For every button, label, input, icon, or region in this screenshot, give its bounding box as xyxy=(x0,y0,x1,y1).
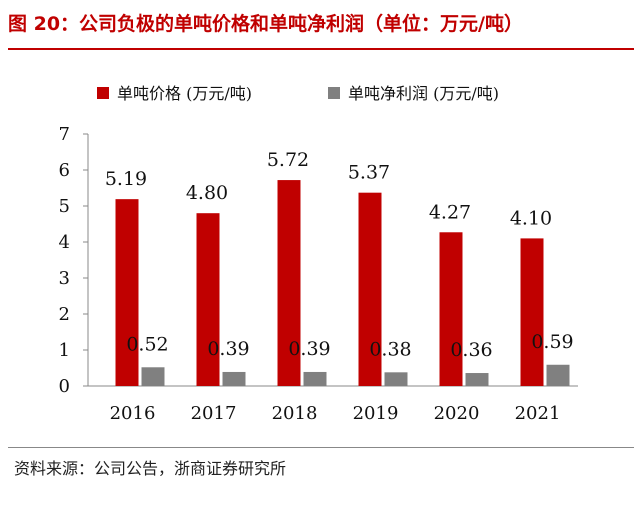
price-data-label: 5.37 xyxy=(348,162,390,184)
x-tick-label: 2017 xyxy=(191,403,237,424)
price-data-label: 5.72 xyxy=(267,149,309,171)
figure-title: 图 20：公司负极的单吨价格和单吨净利润（单位：万元/吨） xyxy=(8,13,523,35)
profit-bar xyxy=(546,364,570,386)
price-data-label: 4.27 xyxy=(429,201,471,223)
y-tick-label: 7 xyxy=(59,124,70,145)
profit-data-label: 0.52 xyxy=(126,333,168,355)
y-tick-label: 0 xyxy=(59,376,70,397)
x-tick-label: 2019 xyxy=(353,403,399,424)
profit-data-label: 0.39 xyxy=(207,338,249,360)
profit-bar xyxy=(384,372,408,386)
legend-swatch-1 xyxy=(328,87,340,99)
legend-label-0: 单吨价格 (万元/吨) xyxy=(117,84,252,103)
title-divider xyxy=(8,48,634,50)
price-data-label: 5.19 xyxy=(105,168,147,190)
profit-data-label: 0.36 xyxy=(450,339,492,361)
price-bar xyxy=(520,238,544,386)
x-tick-label: 2020 xyxy=(434,403,480,424)
y-tick-label: 5 xyxy=(59,196,70,217)
price-data-label: 4.10 xyxy=(510,207,552,229)
profit-bar xyxy=(222,371,246,386)
bar-chart: 单吨价格 (万元/吨) 单吨净利润 (万元/吨) 0 1 2 3 4 5 6 7 2016 5.19 0… xyxy=(59,84,578,424)
y-tick-label: 6 xyxy=(59,160,70,181)
profit-data-label: 0.39 xyxy=(288,338,330,360)
legend-swatch-0 xyxy=(97,87,109,99)
price-bar xyxy=(358,192,382,386)
y-tick-label: 3 xyxy=(59,268,70,289)
price-bar xyxy=(439,232,463,386)
legend-label-1: 单吨净利润 (万元/吨) xyxy=(348,84,499,103)
y-tick-label: 2 xyxy=(59,304,70,325)
profit-bar xyxy=(141,367,165,386)
profit-bar xyxy=(465,373,489,386)
x-tick-label: 2021 xyxy=(515,403,561,424)
source-divider xyxy=(8,447,634,448)
y-tick-label: 4 xyxy=(59,232,70,253)
price-bar xyxy=(196,213,220,386)
profit-data-label: 0.59 xyxy=(531,331,573,353)
y-tick-label: 1 xyxy=(59,340,70,361)
source-note: 资料来源：公司公告，浙商证券研究所 xyxy=(14,459,287,478)
price-bar xyxy=(277,180,301,386)
x-tick-label: 2018 xyxy=(272,403,318,424)
price-data-label: 4.80 xyxy=(186,182,228,204)
profit-data-label: 0.38 xyxy=(369,338,411,360)
price-bar xyxy=(115,199,139,386)
x-tick-label: 2016 xyxy=(110,403,156,424)
profit-bar xyxy=(303,371,327,386)
